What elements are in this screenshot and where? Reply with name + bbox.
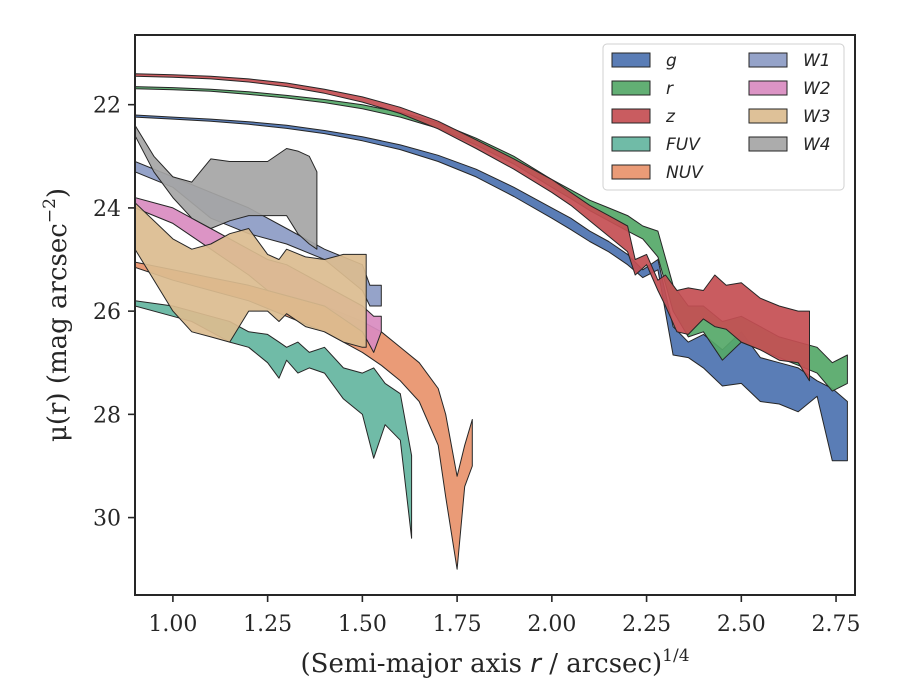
legend-label-nuv: NUV [666,163,704,183]
legend-label-g: g [666,51,677,71]
series-band-w4 [135,124,318,250]
legend-label-r: r [666,79,674,99]
legend-label-w2: W2 [803,79,831,99]
legend-label-fuv: FUV [666,135,701,155]
legend-swatch-fuv [611,136,651,152]
x-tick-label: 1.25 [243,612,292,637]
y-tick-label: 22 [93,94,121,119]
legend-swatch-g [611,52,651,68]
x-axis-title: (Semi-major axis r / arcsec)1/4 [300,646,689,679]
x-tick-label: 1.75 [433,612,482,637]
y-axis-ticks: 22 24 26 28 30 [93,94,135,532]
x-tick-label: 2.50 [717,612,766,637]
y-tick-label: 30 [93,507,121,532]
legend-swatch-w3 [748,108,788,124]
x-tick-label: 1.00 [148,612,197,637]
legend-swatch-r [611,80,651,96]
y-axis-title: μ(r) (mag arcsec−2) [40,188,73,442]
series-band-w3 [135,202,367,348]
legend: grz FUV NUV W1 W2 W3 W4 [602,43,845,191]
series-layer [135,73,848,570]
legend-swatch-w1 [748,52,788,68]
x-tick-label: 2.00 [527,612,576,637]
series-band-fuv [135,300,413,539]
series-band-z [135,73,810,382]
legend-swatch-nuv [611,164,651,180]
legend-label-z: z [665,107,676,127]
legend-label-w3: W3 [803,107,831,127]
x-tick-label: 2.25 [622,612,671,637]
legend-label-w4: W4 [803,135,831,155]
legend-swatch-z [611,108,651,124]
legend-swatch-w4 [748,136,788,152]
y-tick-label: 26 [93,300,121,325]
x-tick-label: 1.50 [338,612,387,637]
y-tick-label: 24 [93,197,121,222]
y-tick-label: 28 [93,403,121,428]
x-axis-ticks: 1.00 1.25 1.50 1.75 2.00 2.25 2.50 2.75 [148,595,861,637]
legend-swatch-w2 [748,80,788,96]
axes-frame [134,34,856,596]
series-band-g [135,114,848,462]
x-tick-label: 2.75 [812,612,861,637]
legend-label-w1: W1 [803,51,831,71]
